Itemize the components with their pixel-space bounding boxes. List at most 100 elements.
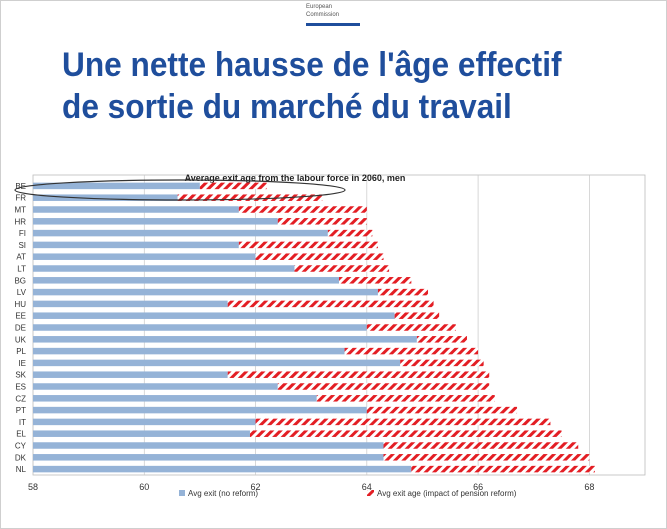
bar-no-reform-MT: [33, 206, 239, 213]
logo-underline: [306, 23, 360, 26]
bar-reform-ES: [277, 383, 490, 390]
bar-no-reform-AT: [33, 253, 256, 260]
bar-reform-LT: [294, 265, 390, 272]
legend: Avg exit (no reform) Avg exit age (impac…: [179, 489, 517, 498]
y-tick-PT: PT: [16, 406, 26, 415]
y-tick-LV: LV: [17, 288, 27, 297]
x-tick-64: 64: [362, 482, 372, 492]
y-tick-HR: HR: [14, 217, 26, 226]
x-tick-66: 66: [473, 482, 483, 492]
y-tick-BE: BE: [15, 182, 26, 191]
logo-line-2: Commission: [306, 12, 340, 18]
y-tick-SI: SI: [18, 241, 26, 250]
y-tick-DK: DK: [15, 453, 27, 462]
y-tick-BG: BG: [14, 276, 26, 285]
y-tick-IE: IE: [18, 359, 26, 368]
bar-reform-IT: [255, 418, 551, 426]
bar-reform-PT: [366, 406, 518, 414]
bar-no-reform-IT: [33, 418, 256, 426]
y-tick-UK: UK: [15, 335, 27, 344]
bar-reform-DE: [366, 324, 456, 331]
bar-no-reform-NL: [33, 465, 412, 473]
y-tick-IT: IT: [19, 418, 26, 427]
bar-reform-BG: [339, 277, 412, 284]
y-tick-AT: AT: [16, 253, 26, 262]
bar-no-reform-ES: [33, 383, 278, 390]
bar-reform-SK: [227, 371, 490, 378]
y-tick-CZ: CZ: [15, 394, 26, 403]
y-tick-FI: FI: [19, 229, 26, 238]
bar-reform-MT: [238, 206, 367, 213]
bar-no-reform-IE: [33, 359, 401, 367]
y-tick-CY: CY: [15, 442, 27, 451]
x-axis-labels: 58 60 62 64 66 68: [28, 482, 594, 492]
bar-no-reform-EL: [33, 430, 250, 437]
bar-no-reform-DE: [33, 324, 367, 331]
y-axis-labels: BE FR MT HR FI SI AT LT BG LV HU EE DE UK PL IE SK ES CZ PT…: [14, 182, 26, 474]
bar-reform-UK: [416, 336, 467, 343]
bar-reform-FI: [327, 229, 373, 237]
y-tick-LT: LT: [17, 265, 26, 274]
bar-reform-FR: [177, 194, 323, 201]
slide-title-line-2: de sortie du marché du travail: [62, 88, 512, 126]
y-tick-EL: EL: [16, 430, 26, 439]
slide-title-line-1: Une nette hausse de l'âge effectif: [62, 46, 562, 84]
exit-age-chart: Average exit age from the labour force i…: [14, 173, 646, 498]
highlight-ellipse: [14, 179, 346, 201]
y-tick-FR: FR: [15, 194, 26, 203]
y-tick-NL: NL: [16, 465, 27, 474]
bar-no-reform-PT: [33, 406, 367, 414]
bar-no-reform-CY: [33, 442, 384, 449]
bar-no-reform-DK: [33, 454, 384, 461]
x-tick-62: 62: [251, 482, 261, 492]
legend-label-no-reform: Avg exit (no reform): [188, 489, 258, 498]
y-tick-PL: PL: [16, 347, 26, 356]
x-tick-68: 68: [584, 482, 594, 492]
chart-title: Average exit age from the labour force i…: [185, 173, 406, 183]
bar-reform-EL: [249, 430, 562, 437]
bar-reform-SI: [238, 241, 378, 249]
y-tick-MT: MT: [14, 206, 26, 215]
legend-swatch-no-reform: [179, 490, 185, 496]
logo-line-1: European: [306, 4, 333, 10]
y-tick-DE: DE: [15, 324, 26, 333]
bar-reform-BE: [199, 182, 267, 190]
y-tick-EE: EE: [15, 312, 26, 321]
y-tick-HU: HU: [14, 300, 26, 309]
chart-area: Average exit age from the labour force i…: [0, 166, 667, 506]
y-tick-ES: ES: [15, 383, 26, 392]
bar-no-reform-BG: [33, 277, 339, 284]
y-tick-SK: SK: [15, 371, 26, 380]
bar-no-reform-HU: [33, 300, 228, 308]
bar-no-reform-UK: [33, 336, 417, 343]
bar-reform-PL: [344, 347, 479, 355]
bar-reform-IE: [400, 359, 484, 367]
bar-no-reform-LV: [33, 288, 378, 296]
bar-no-reform-SI: [33, 241, 239, 249]
bar-no-reform-LT: [33, 265, 295, 272]
bar-reform-HU: [227, 300, 434, 308]
bar-no-reform-SK: [33, 371, 228, 378]
x-tick-58: 58: [28, 482, 38, 492]
bar-no-reform-PL: [33, 347, 345, 355]
bar-no-reform-HR: [33, 218, 278, 225]
bar-reform-NL: [411, 465, 595, 473]
bar-no-reform-FR: [33, 194, 178, 201]
bar-reform-LV: [377, 288, 429, 296]
bar-no-reform-BE: [33, 182, 200, 190]
bar-no-reform-EE: [33, 312, 395, 319]
bar-no-reform-FI: [33, 229, 328, 237]
european-commission-logo: European Commission: [306, 3, 366, 29]
bars: [33, 182, 595, 473]
bar-reform-AT: [255, 253, 384, 260]
bar-no-reform-CZ: [33, 395, 317, 402]
bar-reform-HR: [277, 218, 367, 225]
legend-swatch-reform: [367, 490, 374, 496]
bar-reform-DK: [383, 454, 590, 461]
bar-reform-CZ: [316, 395, 495, 402]
bar-reform-CY: [383, 442, 579, 449]
bar-reform-EE: [394, 312, 440, 319]
x-tick-60: 60: [139, 482, 149, 492]
slide-title: Une nette hausse de l'âge effectif de so…: [62, 44, 601, 128]
legend-label-reform: Avg exit age (impact of pension reform): [377, 489, 517, 498]
